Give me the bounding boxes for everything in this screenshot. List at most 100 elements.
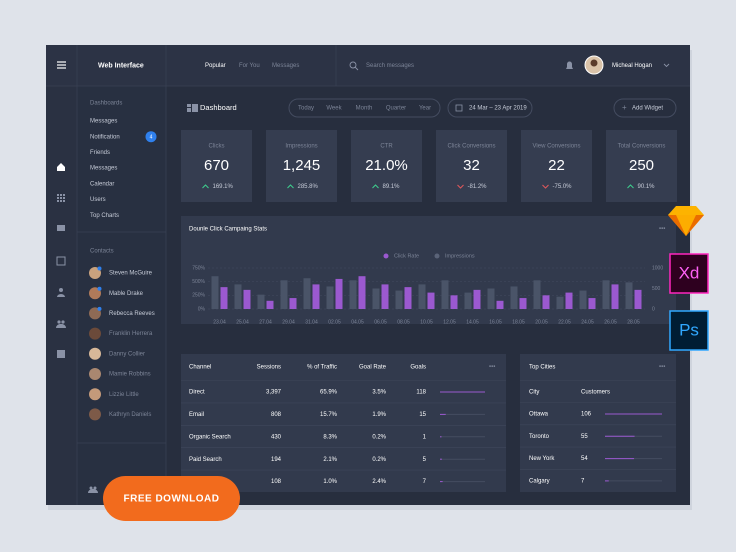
menu-icon[interactable] [57,61,66,69]
date-range[interactable]: 24 Mar – 23 Apr 2019 [469,106,527,112]
kpi-label: CTR [380,144,393,150]
range-group [288,98,441,118]
nav-tab[interactable]: For You [239,63,260,69]
online-dot [97,286,102,291]
table-cell: 430 [271,434,282,440]
x-tick-label: 16.05 [489,319,502,325]
nav-item[interactable]: Top Charts [90,213,119,219]
more-icon[interactable]: ••• [489,365,495,371]
contact-name[interactable]: Lizzie Little [109,392,139,398]
date-picker[interactable] [447,98,533,118]
nav-item[interactable]: Messages [90,166,117,172]
x-tick-label: 20.05 [535,319,548,325]
contacts-icon [88,486,98,493]
bar [611,284,619,309]
bar [349,280,357,309]
table-cell: 65.9% [320,390,338,396]
x-tick-label: 28.05 [627,319,640,325]
download-label[interactable]: FREE DOWNLOAD [124,494,220,505]
nav-item[interactable]: Users [90,197,106,203]
more-icon[interactable]: ••• [659,227,665,233]
x-tick-label: 26.05 [604,319,617,325]
contact-name[interactable]: Mamie Robbins [109,372,151,378]
calendar-icon [455,104,463,112]
nav-item[interactable]: Calendar [90,181,114,187]
contact-avatar [89,267,101,279]
badge-count: 4 [150,134,153,140]
bar [395,290,403,309]
channels-panel [181,354,506,492]
bar [243,289,251,309]
kpi-change: 89.1% [383,184,401,190]
x-tick-label: 14.05 [466,319,479,325]
ps-label: Ps [679,320,699,339]
x-tick-label: 04.05 [351,319,364,325]
x-tick-label: 29.04 [282,319,295,325]
range-button[interactable]: Year [419,106,431,112]
legend-dot [434,253,440,259]
table-cell: Organic Search [189,434,231,440]
kpi-label: Clicks [209,144,225,150]
add-widget-button[interactable] [613,98,677,118]
range-button[interactable]: Today [298,106,314,112]
bar [634,289,642,309]
contact-avatar [89,327,101,340]
range-button[interactable]: Month [356,106,373,112]
ps-icon [669,310,709,351]
table-cell: Direct [189,390,205,396]
column-header: Sessions [257,365,281,371]
contact-name[interactable]: Mable Drake [109,291,144,297]
nav-tab[interactable]: Messages [272,63,299,69]
nav-item[interactable]: Notification [90,134,120,140]
sketch-icon [668,206,704,236]
table-cell: Toronto [529,434,550,440]
bar [358,276,366,309]
range-button[interactable]: Quarter [386,106,406,112]
bar [533,280,541,309]
more-icon[interactable]: ••• [659,365,665,371]
x-tick-label: 12.05 [443,319,456,325]
page-title: Dashboard [200,103,237,112]
table-cell: 7 [581,478,585,484]
bell-icon[interactable] [566,61,573,70]
table-cell: 194 [271,457,282,463]
user-name[interactable]: Micheal Hogan [612,63,652,69]
chevron[interactable] [663,63,670,68]
bar [381,284,389,309]
y2-tick-label: 500 [652,286,661,292]
nav-item[interactable]: Messages [90,119,117,125]
table-cell: 8.3% [323,434,337,440]
bar [556,296,564,309]
section-title: Dashboards [90,101,122,107]
x-tick-label: 27.04 [259,319,272,325]
kpi-label: View Conversions [533,144,581,150]
kpi-value: 22 [548,157,565,174]
kpi-arrow [542,184,549,189]
bar [579,290,587,309]
xd-label: Xd [679,263,700,282]
kpi-card [436,130,507,202]
x-tick-label: 10.05 [420,319,433,325]
x-tick-label: 08.05 [397,319,410,325]
table-cell: 5 [423,457,427,463]
bar [441,280,449,309]
nav-item[interactable]: Friends [90,150,110,156]
contact-name[interactable]: Franklin Herrera [109,331,153,337]
contact-name[interactable]: Steven McGuire [109,271,153,277]
nav-tab[interactable]: Popular [205,63,226,69]
bar [289,298,297,309]
table-cell: 15 [419,412,426,418]
contact-name[interactable]: Kathryn Daniels [109,412,151,418]
search-input[interactable]: Search messages [366,63,414,69]
contact-name[interactable]: Danny Collier [109,351,145,357]
dashboard-icon [187,104,198,112]
table-cell: 1 [423,434,427,440]
contact-name[interactable]: Rebecca Reeves [109,311,155,317]
table-cell: New York [529,456,555,462]
download-button[interactable] [103,476,240,521]
add-widget-label[interactable]: Add Widget [632,106,663,112]
x-tick-label: 25.04 [236,319,249,325]
cities-title: Top Cities [529,365,555,371]
range-button[interactable]: Week [326,106,342,112]
x-tick-label: 22.05 [558,319,571,325]
